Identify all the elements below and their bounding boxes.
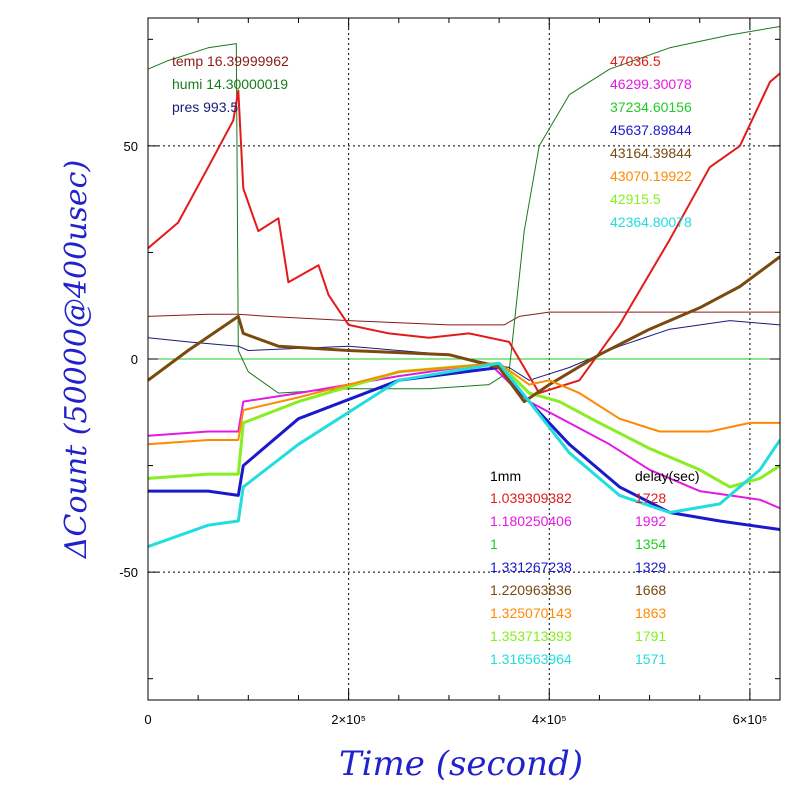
series-group (148, 26, 780, 549)
x-tick-label: 4×10⁵ (532, 712, 567, 727)
calib-factor: 1.316563964 (490, 651, 572, 667)
calib-header-left: 1mm (490, 468, 521, 484)
base-value-entry: 47036.5 (610, 53, 661, 69)
calib-factor: 1 (490, 536, 498, 552)
series-line-ch7 (148, 361, 780, 549)
environment-legend: temp 16.39999962 humi 14.30000019 pres 993… (172, 53, 289, 115)
base-value-entry: 43164.39844 (610, 145, 692, 161)
base-value-entry: 46299.30078 (610, 76, 692, 92)
series-line-ch1 (148, 72, 780, 395)
base-value-entry: 42915.5 (610, 191, 661, 207)
env-legend-entry: humi 14.30000019 (172, 76, 288, 92)
base-values-legend: 47036.5 46299.30078 37234.60156 45637.89844… (610, 53, 692, 230)
calib-delay: 1992 (635, 513, 666, 529)
base-value-entry: 42364.80078 (610, 214, 692, 230)
calib-factor: 1.325070143 (490, 605, 572, 621)
calib-delay: 1728 (635, 490, 666, 506)
x-axis-label: Time (second) (339, 744, 583, 784)
series-line-ch3 (148, 361, 780, 489)
series-line-temp (148, 311, 780, 326)
calib-delay: 1668 (635, 582, 666, 598)
x-tick-label: 0 (144, 712, 151, 727)
base-value-entry: 43070.19922 (610, 168, 692, 184)
series-line-pres (148, 320, 780, 381)
x-tick-label: 6×10⁵ (733, 712, 768, 727)
series-line-ch6 (148, 362, 780, 446)
series-line-humi (148, 26, 780, 394)
calibration-table: 1mm delay(sec) 1.039309382 1728 1.18025040… (490, 468, 700, 667)
calib-delay: 1354 (635, 536, 666, 552)
calib-header-right: delay(sec) (635, 468, 700, 484)
calib-factor: 1.039309382 (490, 490, 572, 506)
calib-factor: 1.220963836 (490, 582, 572, 598)
y-axis-label: ΔCount (50000@400usec) (59, 160, 94, 559)
calib-delay: 1329 (635, 559, 666, 575)
tick-labels: 0 2×10⁵ 4×10⁵ 6×10⁵ -50 0 50 (119, 139, 767, 727)
y-tick-label: 0 (131, 352, 138, 367)
base-value-entry: 45637.89844 (610, 122, 692, 138)
calib-delay: 1571 (635, 651, 666, 667)
calib-factor: 1.353713393 (490, 628, 572, 644)
calib-delay: 1791 (635, 628, 666, 644)
env-legend-entry: pres 993.5 (172, 99, 238, 115)
y-tick-label: 50 (124, 139, 138, 154)
series-line-ch5 (148, 255, 780, 404)
calib-factor: 1.180250406 (490, 513, 572, 529)
tick-marks (147, 18, 780, 700)
y-tick-label: -50 (119, 565, 138, 580)
calib-factor: 1.331267238 (490, 559, 572, 575)
calib-delay: 1863 (635, 605, 666, 621)
env-legend-entry: temp 16.39999962 (172, 53, 289, 69)
x-tick-label: 2×10⁵ (331, 712, 366, 727)
base-value-entry: 37234.60156 (610, 99, 692, 115)
